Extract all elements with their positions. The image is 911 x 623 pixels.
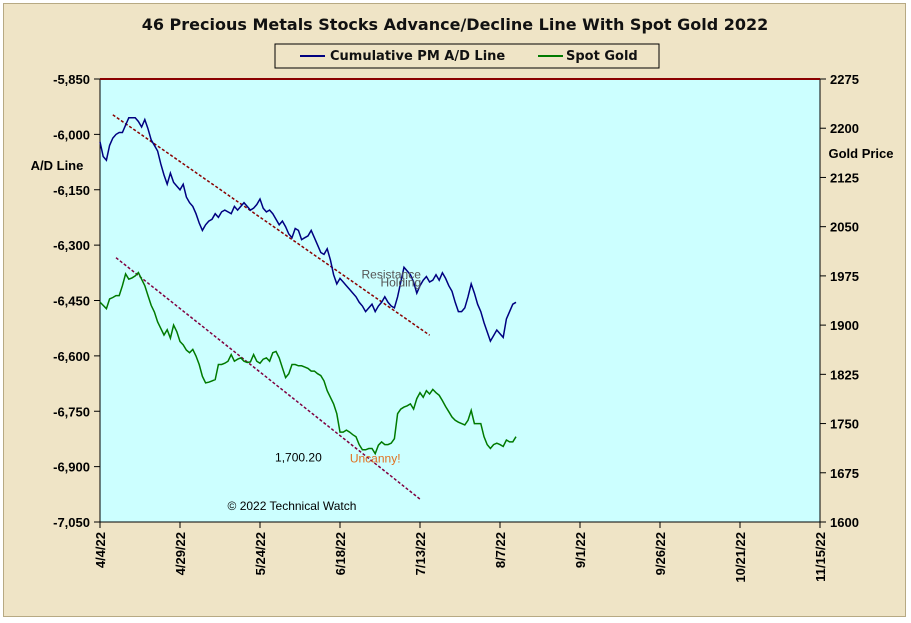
x-tick-label: 9/1/22 — [573, 532, 588, 568]
annotation-1: Holding — [380, 275, 421, 289]
right-axis: 2275 2200 2125 2050 1975 1900 1825 1750 1675 1600 — [820, 72, 859, 530]
x-tick-label: 6/18/22 — [333, 532, 348, 575]
right-tick-label: 1750 — [830, 417, 859, 432]
x-tick-label: 7/13/22 — [413, 532, 428, 575]
left-tick-label: -6,150 — [53, 183, 90, 198]
left-tick-label: -6,900 — [53, 460, 90, 475]
x-axis: 4/4/22 4/29/22 5/24/22 6/18/22 7/13/22 8/7/22… — [93, 522, 828, 583]
series-line-spot-gold — [99, 271, 517, 456]
right-tick-label: 2275 — [830, 72, 859, 87]
annotation-2: 1,700.20 — [275, 451, 322, 465]
trendlines — [112, 114, 431, 500]
legend-label-gold: Spot Gold — [566, 49, 638, 64]
legend-label-ad-line: Cumulative PM A/D Line — [330, 49, 505, 64]
right-axis-title: Gold Price — [828, 146, 893, 161]
left-tick-label: -6,300 — [53, 238, 90, 253]
left-tick-label: -6,000 — [53, 127, 90, 142]
left-axis: -5,850 -6,000 -6,150 -6,300 -6,450 -6,600 -6,7… — [53, 72, 100, 530]
x-tick-label: 10/21/22 — [733, 532, 748, 583]
right-tick-label: 1825 — [830, 367, 859, 382]
right-tick-label: 2125 — [830, 170, 859, 185]
right-tick-label: 1675 — [830, 466, 859, 481]
right-tick-label: 1900 — [830, 318, 859, 333]
legend-box — [274, 43, 660, 69]
left-tick-label: -6,600 — [53, 349, 90, 364]
left-tick-label: -5,850 — [53, 72, 90, 87]
x-tick-label: 5/24/22 — [253, 532, 268, 575]
trendline-resistance — [112, 114, 431, 336]
x-tick-label: 4/29/22 — [173, 532, 188, 575]
left-axis-title: A/D Line — [31, 158, 84, 173]
annotation-4: © 2022 Technical Watch — [228, 499, 357, 513]
right-tick-label: 1975 — [830, 269, 859, 284]
annotation-3: Uncanny! — [350, 451, 401, 465]
left-tick-label: -6,750 — [53, 404, 90, 419]
left-tick-label: -6,450 — [53, 294, 90, 309]
right-tick-label: 2050 — [830, 220, 859, 235]
legend: Cumulative PM A/D Line Spot Gold — [274, 43, 660, 69]
plot-area — [99, 78, 821, 523]
series-line-ad-line — [99, 117, 517, 343]
x-tick-label: 4/4/22 — [93, 532, 108, 568]
x-tick-label: 9/26/22 — [653, 532, 668, 575]
x-tick-label: 11/15/22 — [813, 532, 828, 582]
annotation-0: Resistance — [362, 267, 422, 281]
left-tick-label: -7,050 — [53, 515, 90, 530]
chart-title: 46 Precious Metals Stocks Advance/Declin… — [142, 15, 769, 34]
right-tick-label: 2200 — [830, 121, 859, 136]
x-tick-label: 8/7/22 — [493, 532, 508, 568]
right-tick-label: 1600 — [830, 515, 859, 530]
